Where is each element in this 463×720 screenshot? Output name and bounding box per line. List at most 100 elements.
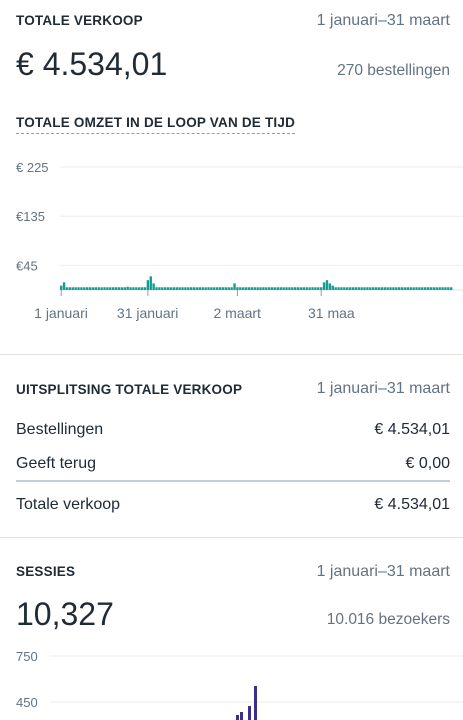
revenue-bar: [369, 287, 372, 290]
revenue-bar: [213, 287, 216, 290]
revenue-bar: [374, 287, 378, 290]
revenue-chart-title[interactable]: TOTALE OMZET IN DE LOOP VAN DE TIJD: [16, 115, 296, 134]
revenue-bar: [346, 287, 349, 290]
revenue-bar: [441, 287, 444, 290]
revenue-bar: [276, 287, 280, 290]
revenue-bar: [236, 287, 239, 290]
revenue-bar: [216, 287, 219, 290]
revenue-bar: [415, 287, 418, 290]
revenue-bar: [190, 287, 193, 290]
revenue-bar: [406, 287, 410, 290]
sessions-total: 10,327: [16, 596, 114, 632]
sessions-card: SESSIES 1 januari–31 maart 10,327 10.016…: [0, 538, 463, 720]
revenue-bar: [161, 287, 164, 290]
revenue-bar: [386, 287, 389, 290]
orders-count: 270 bestellingen: [337, 62, 450, 79]
total-sales-date-range[interactable]: 1 januari–31 maart: [316, 12, 450, 29]
y-tick-label: 450: [16, 695, 38, 710]
revenue-bar: [175, 287, 178, 290]
divider: [0, 537, 463, 538]
revenue-bar: [250, 287, 254, 290]
revenue-bar: [432, 287, 436, 290]
revenue-bar: [302, 287, 306, 290]
revenue-bar: [239, 287, 242, 290]
revenue-bar: [146, 280, 150, 290]
revenue-bar: [178, 287, 181, 290]
revenue-bar: [259, 287, 262, 290]
revenue-bar: [348, 287, 352, 290]
revenue-bar: [80, 287, 83, 290]
revenue-bar: [366, 287, 369, 290]
revenue-bar: [328, 283, 332, 290]
breakdown-date-range[interactable]: 1 januari–31 maart: [316, 380, 450, 397]
revenue-bar: [120, 287, 124, 290]
revenue-bar: [123, 287, 126, 290]
revenue-bar: [224, 287, 228, 290]
revenue-bar: [273, 287, 277, 290]
revenue-bar: [377, 287, 381, 290]
revenue-bar: [91, 287, 95, 290]
revenue-bar: [233, 283, 236, 290]
sessions-title: SESSIES: [16, 564, 76, 579]
revenue-bar: [360, 287, 363, 290]
revenue-bar: [340, 287, 343, 290]
x-tick-label: 31 januari: [117, 305, 179, 321]
revenue-bar: [343, 287, 346, 290]
revenue-bar: [83, 287, 86, 290]
revenue-bar: [158, 287, 161, 290]
revenue-bar: [247, 287, 251, 290]
revenue-bar: [172, 287, 176, 290]
revenue-bar: [71, 287, 74, 290]
revenue-bar: [331, 285, 334, 290]
revenue-bar: [308, 287, 311, 290]
revenue-bar: [106, 287, 109, 290]
revenue-bar: [221, 287, 225, 290]
breakdown-total-label: Totale verkoop: [16, 496, 121, 513]
revenue-bar: [210, 287, 213, 290]
revenue-bar: [94, 287, 98, 290]
revenue-bar: [372, 287, 375, 290]
visitors-count: 10.016 bezoekers: [326, 611, 450, 628]
revenue-bar: [126, 286, 129, 290]
revenue-bar: [166, 287, 170, 290]
revenue-bar: [164, 287, 167, 290]
revenue-bar: [109, 287, 112, 290]
divider: [0, 354, 463, 355]
revenue-bar: [421, 287, 424, 290]
revenue-bar: [135, 287, 138, 290]
revenue-bar: [152, 283, 155, 290]
revenue-bar: [60, 285, 63, 290]
y-tick-label: € 225: [16, 160, 49, 175]
breakdown-row-returns-value: € 0,00: [405, 455, 450, 472]
revenue-bar: [418, 287, 421, 290]
breakdown-title: UITSPLITSING TOTALE VERKOOP: [16, 382, 243, 397]
sessions-bar: [248, 706, 251, 720]
revenue-bar: [86, 287, 89, 290]
revenue-bar: [143, 287, 147, 290]
revenue-bar: [192, 287, 196, 290]
revenue-bar: [438, 287, 441, 290]
revenue-bar: [103, 287, 106, 290]
revenue-bar: [169, 287, 173, 290]
revenue-bar: [320, 287, 323, 290]
revenue-bar: [322, 282, 326, 290]
revenue-bar: [354, 287, 358, 290]
revenue-bar: [207, 287, 210, 290]
x-tick-label: 1 januari: [34, 305, 88, 321]
revenue-bar: [114, 287, 118, 290]
sessions-date-range[interactable]: 1 januari–31 maart: [316, 563, 450, 580]
total-sales-value: € 4.534,01: [16, 46, 168, 82]
total-sales-card: TOTALE VERKOOP 1 januari–31 maart € 4.53…: [0, 0, 463, 340]
y-tick-label: €135: [16, 209, 45, 224]
breakdown-row-orders-label: Bestellingen: [16, 421, 104, 438]
revenue-bar: [68, 287, 72, 290]
revenue-bar: [230, 287, 233, 290]
revenue-bar: [88, 287, 92, 290]
revenue-bar: [334, 287, 337, 290]
revenue-bar: [317, 287, 320, 290]
revenue-bar: [256, 287, 259, 290]
revenue-bar: [412, 287, 415, 290]
revenue-bar: [262, 287, 265, 290]
revenue-bar: [389, 287, 392, 290]
revenue-bar: [435, 287, 438, 290]
